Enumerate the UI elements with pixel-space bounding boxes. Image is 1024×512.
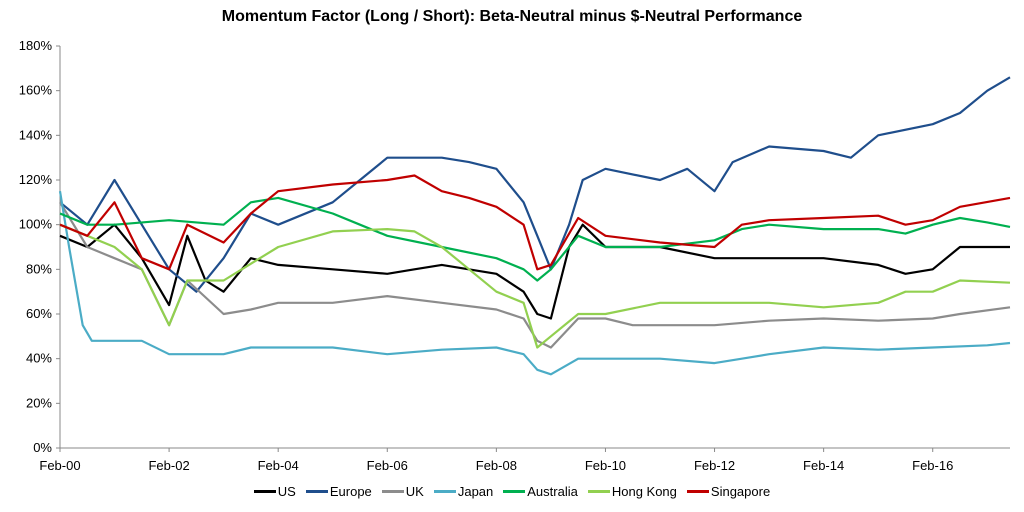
x-tick-label: Feb-08 <box>476 458 517 473</box>
series-line-japan <box>58 191 1011 376</box>
series-line-us <box>59 223 1010 320</box>
series-line-australia <box>59 196 1011 282</box>
y-tick-label: 20% <box>26 395 52 410</box>
y-tick-label: 140% <box>19 127 53 142</box>
legend-item: Japan <box>433 484 494 499</box>
series-line-hong-kong <box>59 223 1011 349</box>
legend-swatch <box>305 490 328 493</box>
x-tick-label: Feb-06 <box>367 458 408 473</box>
x-tick-label: Feb-02 <box>148 458 189 473</box>
x-tick-label: Feb-14 <box>803 458 844 473</box>
legend-item: Australia <box>503 484 578 499</box>
legend-label: Hong Kong <box>611 484 677 499</box>
legend: US Europe UK Japan Australia Hong Kong Singapo… <box>0 484 1024 499</box>
legend-item: Singapore <box>686 484 771 499</box>
x-tick-label: Feb-00 <box>39 458 80 473</box>
x-tick-label: Feb-04 <box>258 458 299 473</box>
legend-swatch <box>503 490 526 493</box>
legend-item: Hong Kong <box>587 484 677 499</box>
x-tick-label: Feb-16 <box>912 458 953 473</box>
y-tick-label: 180% <box>19 38 53 53</box>
x-tick-label: Feb-10 <box>585 458 626 473</box>
y-tick-label: 0% <box>33 440 52 455</box>
legend-label: Singapore <box>710 484 771 499</box>
legend-label: Japan <box>457 484 494 499</box>
legend-item: UK <box>381 484 424 499</box>
legend-label: Europe <box>329 484 372 499</box>
legend-label: Australia <box>527 484 578 499</box>
chart-title: Momentum Factor (Long / Short): Beta-Neu… <box>221 8 803 25</box>
series-line-singapore <box>59 174 1011 271</box>
legend-swatch <box>253 490 276 493</box>
x-tick-label: Feb-12 <box>694 458 735 473</box>
legend-label: UK <box>405 484 424 499</box>
legend-item: Europe <box>305 484 372 499</box>
y-tick-label: 60% <box>26 306 52 321</box>
legend-swatch <box>587 490 610 493</box>
legend-item: US <box>253 484 296 499</box>
legend-label: US <box>277 484 296 499</box>
y-tick-label: 100% <box>19 217 53 232</box>
y-tick-label: 40% <box>26 351 52 366</box>
legend-swatch <box>433 490 456 493</box>
y-tick-label: 120% <box>19 172 53 187</box>
y-tick-label: 160% <box>19 83 53 98</box>
y-tick-label: 80% <box>26 261 52 276</box>
legend-swatch <box>381 490 404 493</box>
legend-swatch <box>686 490 709 493</box>
